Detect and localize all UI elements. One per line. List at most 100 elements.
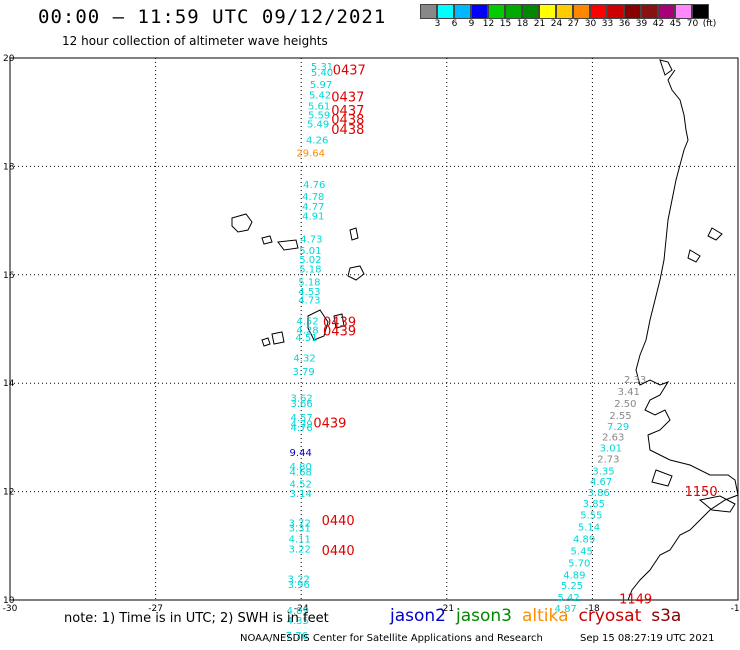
wave-height-value: 7.76 xyxy=(286,631,308,642)
wave-height-value: 4.52 xyxy=(296,317,318,328)
pass-time-label: 0438 xyxy=(331,123,364,138)
wave-height-value: 3.62 xyxy=(291,394,313,405)
wave-height-value: 3.79 xyxy=(292,367,314,378)
wave-height-value: 9.44 xyxy=(290,448,312,459)
scale-swatch xyxy=(522,4,539,19)
generated-timestamp: Sep 15 08:27:19 UTC 2021 xyxy=(580,633,715,644)
scale-label: 12 xyxy=(482,19,495,29)
color-scale-swatches xyxy=(420,4,718,19)
wave-height-value: 4.67 xyxy=(590,477,612,488)
wave-height-value: 4.87 xyxy=(555,604,577,615)
pass-time-label: 0438 xyxy=(331,113,364,128)
scale-swatch xyxy=(471,4,488,19)
wave-height-value: 4.73 xyxy=(300,234,322,245)
wave-height-value: 5.42 xyxy=(309,91,331,102)
wave-height-value: 3.22 xyxy=(288,575,310,586)
cape-verde-santiago xyxy=(307,309,329,341)
lat-tick-label: 10 xyxy=(3,596,15,606)
wave-height-value: 3.66 xyxy=(291,399,313,410)
wave-height-value: 5.02 xyxy=(299,255,321,266)
wave-height-value: 29.64 xyxy=(296,149,325,160)
wave-height-value: 3.41 xyxy=(618,387,640,398)
lon-tick-label: -30 xyxy=(3,604,18,614)
mission-legend-item: cryosat xyxy=(578,606,642,626)
pass-time-label: 0439 xyxy=(323,315,356,330)
pass-time-label: 0439 xyxy=(323,325,356,340)
wave-height-value: 5.70 xyxy=(568,558,590,569)
scale-label: 15 xyxy=(499,19,512,29)
wave-height-value: 4.57 xyxy=(291,413,313,424)
wave-height-value: 2.55 xyxy=(609,411,631,422)
wave-height-value: 5.40 xyxy=(311,68,333,79)
west-africa-coast xyxy=(627,69,739,601)
map-frame xyxy=(9,57,739,601)
wave-height-value: 4.51 xyxy=(295,333,317,344)
lon-tick-label: -15 xyxy=(731,604,740,614)
wave-height-value: 3.01 xyxy=(600,443,622,454)
scale-label: 70 xyxy=(686,19,699,29)
wave-height-value: 5.45 xyxy=(571,546,593,557)
lat-tick-label: 12 xyxy=(3,488,14,498)
map-subtitle: 12 hour collection of altimeter wave hei… xyxy=(62,34,328,48)
wave-height-value: 4.11 xyxy=(289,535,311,546)
wave-height-value: 5.14 xyxy=(578,523,600,534)
scale-label: 21 xyxy=(533,19,546,29)
wave-height-value: 5.49 xyxy=(307,119,329,130)
cape-verde-boa-vista xyxy=(347,265,365,281)
scale-label: 30 xyxy=(584,19,597,29)
scale-swatch xyxy=(437,4,454,19)
wave-height-value: 4.76 xyxy=(303,180,325,191)
cape-verde-santo-antao xyxy=(231,213,253,233)
lat-tick-label: 18 xyxy=(3,162,15,172)
wave-height-value: 5.59 xyxy=(308,111,330,122)
footnote: note: 1) Time is in UTC; 2) SWH is in fe… xyxy=(64,611,329,626)
lat-lon-grid xyxy=(9,57,739,601)
color-scale-labels: 3 6 9 12 15 18 21 24 27 30 33 36 39 42 45 70 (ft) xyxy=(429,19,718,29)
wave-height-value: 5.01 xyxy=(299,246,321,257)
scale-swatch xyxy=(607,4,624,19)
scale-swatch xyxy=(692,4,709,19)
wave-height-value: 3.22 xyxy=(289,544,311,555)
mission-legend: jason2 jason3 altika cryosat s3a xyxy=(390,606,691,626)
scale-swatch xyxy=(590,4,607,19)
lon-tick-label: -24 xyxy=(294,604,309,614)
wave-height-value: 4.80 xyxy=(290,462,312,473)
coast-detail-4 xyxy=(698,495,736,513)
wave-height-value: 4.53 xyxy=(298,287,320,298)
lat-tick-label: 16 xyxy=(3,271,15,281)
wave-height-value: 4.73 xyxy=(298,296,320,307)
scale-swatch xyxy=(420,4,437,19)
wave-height-value: 4.79 xyxy=(291,420,313,431)
scale-label: 9 xyxy=(468,19,475,29)
scale-swatch xyxy=(573,4,590,19)
wave-height-value: 4.89 xyxy=(563,570,585,581)
wave-height-value: 4.77 xyxy=(302,202,324,213)
wave-height-value: 4.89 xyxy=(287,606,309,617)
mission-legend-item: s3a xyxy=(651,606,682,626)
scale-swatch xyxy=(641,4,658,19)
scale-label: (ft) xyxy=(702,19,717,29)
wave-height-value: 2.33 xyxy=(624,375,646,386)
pass-time-label: 0437 xyxy=(333,63,366,78)
coast-detail-3 xyxy=(707,227,723,241)
wave-height-value: 2.50 xyxy=(614,399,636,410)
wave-height-value: 4.78 xyxy=(302,192,324,203)
scale-label: 6 xyxy=(451,19,458,29)
cape-verde-sao-nicolau xyxy=(277,239,299,251)
scale-label: 33 xyxy=(601,19,614,29)
wave-height-value: 3.35 xyxy=(592,466,614,477)
pass-time-label: 0440 xyxy=(322,514,355,529)
cape-verde-sao-vicente xyxy=(261,235,273,245)
mission-legend-item: jason3 xyxy=(456,606,512,626)
wave-height-value: 4.91 xyxy=(302,212,324,223)
wave-height-value: 5.42 xyxy=(557,593,579,604)
pass-time-label: 0437 xyxy=(331,104,364,119)
cape-verde-maio xyxy=(333,313,345,329)
scale-swatch xyxy=(658,4,675,19)
pass-time-labels: 0437043704370438043804390439043904400440… xyxy=(313,63,717,607)
coastline xyxy=(231,59,739,601)
pass-time-label: 0437 xyxy=(331,90,364,105)
cape-verde-fogo xyxy=(271,331,285,345)
scale-label: 45 xyxy=(669,19,682,29)
scale-label: 27 xyxy=(567,19,580,29)
